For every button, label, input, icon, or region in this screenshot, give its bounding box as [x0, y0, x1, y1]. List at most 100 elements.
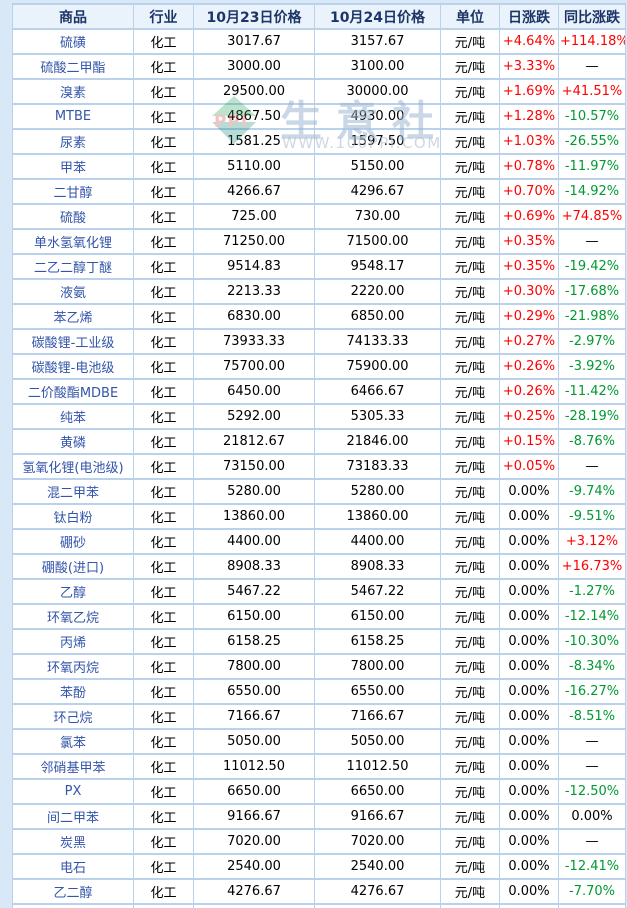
- day-change-cell: +0.15%: [500, 430, 558, 453]
- product-name-link[interactable]: 液氨: [13, 280, 133, 303]
- table-row: 尿素 化工 1581.25 1597.50 元/吨 +1.03% -26.55%: [13, 130, 625, 153]
- price-oct24-cell: 5280.00: [315, 480, 440, 503]
- product-name-link[interactable]: 黄磷: [13, 430, 133, 453]
- product-name-link[interactable]: 炭黑: [13, 830, 133, 853]
- yoy-change-cell: -21.98%: [559, 305, 625, 328]
- price-oct23-cell: 71250.00: [194, 230, 314, 253]
- product-name-link[interactable]: 环氧丙烷: [13, 655, 133, 678]
- product-name-link[interactable]: 二价酸酯MDBE: [13, 380, 133, 403]
- unit-cell: 元/吨: [441, 480, 499, 503]
- unit-cell: 元/吨: [441, 80, 499, 103]
- unit-cell: 元/吨: [441, 755, 499, 778]
- product-name-link[interactable]: 乙二醇: [13, 880, 133, 903]
- day-change-cell: 0.00%: [500, 680, 558, 703]
- day-change-cell: 0.00%: [500, 580, 558, 603]
- day-change-cell: 0.00%: [500, 855, 558, 878]
- price-oct23-cell: 3017.67: [194, 30, 314, 53]
- table-row: 甲苯 化工 5110.00 5150.00 元/吨 +0.78% -11.97%: [13, 155, 625, 178]
- unit-cell: 元/吨: [441, 555, 499, 578]
- industry-cell: 化工: [134, 630, 193, 653]
- price-oct23-cell: 73150.00: [194, 455, 314, 478]
- product-name-link[interactable]: 间二甲苯: [13, 805, 133, 828]
- product-name-link[interactable]: 混二甲苯: [13, 480, 133, 503]
- industry-cell: 化工: [134, 430, 193, 453]
- yoy-change-cell: -16.27%: [559, 680, 625, 703]
- product-name-link[interactable]: 丙烯: [13, 630, 133, 653]
- product-name-link[interactable]: 邻硝基甲苯: [13, 755, 133, 778]
- unit-cell: 元/吨: [441, 830, 499, 853]
- unit-cell: 元/吨: [441, 330, 499, 353]
- product-name-link[interactable]: 单水氢氧化锂: [13, 230, 133, 253]
- price-oct24-cell: 4276.67: [315, 880, 440, 903]
- product-name-link[interactable]: MTBE: [13, 105, 133, 128]
- price-oct24-cell: 5150.00: [315, 155, 440, 178]
- price-oct23-cell: 4266.67: [194, 180, 314, 203]
- table-row: 混二甲苯 化工 5280.00 5280.00 元/吨 0.00% -9.74%: [13, 480, 625, 503]
- yoy-change-cell: -19.42%: [559, 255, 625, 278]
- yoy-change-cell: -11.42%: [559, 380, 625, 403]
- price-oct23-cell: 5050.00: [194, 730, 314, 753]
- industry-cell: 化工: [134, 805, 193, 828]
- yoy-change-cell: +74.85%: [559, 205, 625, 228]
- day-change-cell: 0.00%: [500, 630, 558, 653]
- yoy-change-cell: -12.41%: [559, 855, 625, 878]
- unit-cell: 元/吨: [441, 730, 499, 753]
- unit-cell: 元/吨: [441, 630, 499, 653]
- day-change-cell: +0.35%: [500, 255, 558, 278]
- day-change-cell: +0.25%: [500, 405, 558, 428]
- table-row: 液氨 化工 2213.33 2220.00 元/吨 +0.30% -17.68%: [13, 280, 625, 303]
- product-name-link[interactable]: 甲苯: [13, 155, 133, 178]
- product-name-link[interactable]: 尿素: [13, 130, 133, 153]
- price-oct23-cell: 7020.00: [194, 830, 314, 853]
- table-row: 环氧丙烷 化工 7800.00 7800.00 元/吨 0.00% -8.34%: [13, 655, 625, 678]
- day-change-cell: 0.00%: [500, 530, 558, 553]
- product-name-link[interactable]: 二乙二醇丁醚: [13, 255, 133, 278]
- table-row: 硫酸二甲酯 化工 3000.00 3100.00 元/吨 +3.33% —: [13, 55, 625, 78]
- price-oct23-cell: 3000.00: [194, 55, 314, 78]
- day-change-cell: +0.30%: [500, 280, 558, 303]
- product-name-link[interactable]: 碳酸锂-电池级: [13, 355, 133, 378]
- price-oct24-cell: 5467.22: [315, 580, 440, 603]
- day-change-cell: +0.29%: [500, 305, 558, 328]
- product-name-link[interactable]: 碳酸锂-工业级: [13, 330, 133, 353]
- product-name-link[interactable]: 氯苯: [13, 730, 133, 753]
- product-name-link[interactable]: 苯酚: [13, 680, 133, 703]
- product-name-link[interactable]: 氢氧化锂(电池级): [13, 455, 133, 478]
- product-name-link[interactable]: PX: [13, 780, 133, 803]
- price-oct23-cell: 725.00: [194, 205, 314, 228]
- industry-cell: 化工: [134, 555, 193, 578]
- product-name-link[interactable]: 硼酸(进口): [13, 555, 133, 578]
- yoy-change-cell: -26.55%: [559, 130, 625, 153]
- product-name-link[interactable]: 苯乙烯: [13, 305, 133, 328]
- product-name-link[interactable]: 乙醇: [13, 580, 133, 603]
- industry-cell: [134, 905, 193, 908]
- product-name-link[interactable]: 硼砂: [13, 530, 133, 553]
- yoy-change-cell: —: [559, 730, 625, 753]
- product-name-link[interactable]: 环氧乙烷: [13, 605, 133, 628]
- industry-cell: 化工: [134, 280, 193, 303]
- product-name-link[interactable]: 电石: [13, 855, 133, 878]
- price-oct23-cell: 5467.22: [194, 580, 314, 603]
- product-name-link[interactable]: 环己烷: [13, 705, 133, 728]
- product-name-link[interactable]: 硫磺: [13, 30, 133, 53]
- industry-cell: 化工: [134, 580, 193, 603]
- product-name-link[interactable]: 溴素: [13, 80, 133, 103]
- product-name-link[interactable]: 纯苯: [13, 405, 133, 428]
- table-row: 二甘醇 化工 4266.67 4296.67 元/吨 +0.70% -14.92…: [13, 180, 625, 203]
- day-change-cell: [500, 905, 558, 908]
- price-oct24-cell: 4296.67: [315, 180, 440, 203]
- price-oct23-cell: 73933.33: [194, 330, 314, 353]
- product-name-link[interactable]: 钛白粉: [13, 505, 133, 528]
- price-oct24-cell: 3100.00: [315, 55, 440, 78]
- price-oct23-cell: 6550.00: [194, 680, 314, 703]
- industry-cell: 化工: [134, 605, 193, 628]
- price-oct23-cell: 6450.00: [194, 380, 314, 403]
- product-name-link[interactable]: 硫酸二甲酯: [13, 55, 133, 78]
- unit-cell: 元/吨: [441, 680, 499, 703]
- yoy-change-cell: -10.57%: [559, 105, 625, 128]
- product-name-link[interactable]: 硫酸: [13, 205, 133, 228]
- table-row: 乙醇 化工 5467.22 5467.22 元/吨 0.00% -1.27%: [13, 580, 625, 603]
- industry-cell: 化工: [134, 530, 193, 553]
- product-name-link[interactable]: 二甘醇: [13, 180, 133, 203]
